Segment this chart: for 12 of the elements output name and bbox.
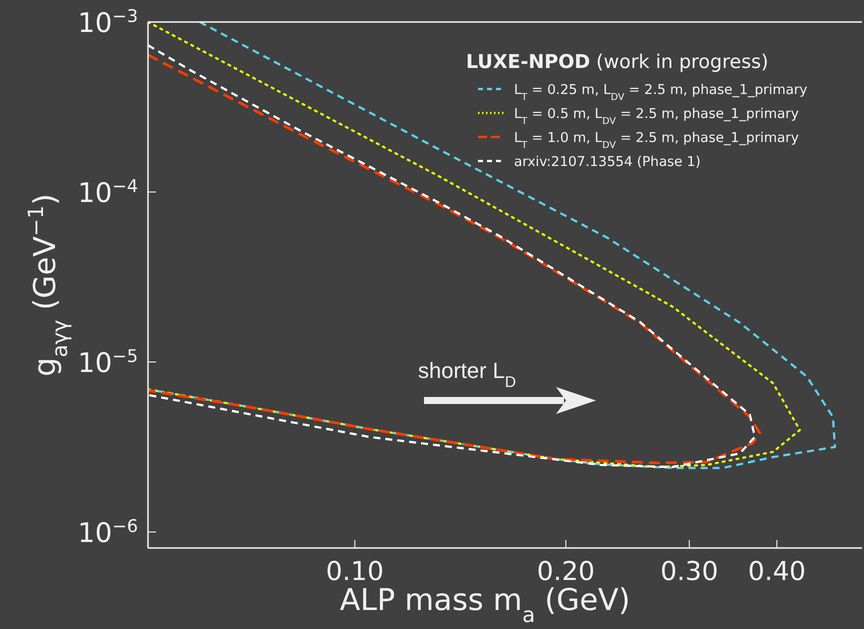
y-tick-label: 10$^{−3}$ — [78, 7, 138, 39]
y-tick-label: 10$^{−5}$ — [78, 346, 138, 379]
legend-title: LUXE-NPOD (work in progress) — [466, 51, 768, 73]
legend-label: L$_{T}$ = 0.25 m, L$_{DV}$ = 2.5 m, phase_1_primary — [514, 82, 808, 102]
y-tick-label: 10$^{−4}$ — [78, 176, 138, 209]
x-tick-label: 0.30 — [660, 557, 718, 587]
legend-label: L$_{T}$ = 0.5 m, L$_{DV}$ = 2.5 m, phase_1_primary — [514, 106, 799, 126]
legend-label: arxiv:2107.13554 (Phase 1) — [514, 154, 701, 170]
x-tick-label: 0.40 — [748, 557, 806, 587]
annotation: shorter L$_{D}$ — [418, 358, 516, 390]
legend-label: L$_{T}$ = 1.0 m, L$_{DV}$ = 2.5 m, phase_1_primary — [514, 130, 799, 150]
y-tick-label: 10$^{−6}$ — [78, 516, 138, 549]
